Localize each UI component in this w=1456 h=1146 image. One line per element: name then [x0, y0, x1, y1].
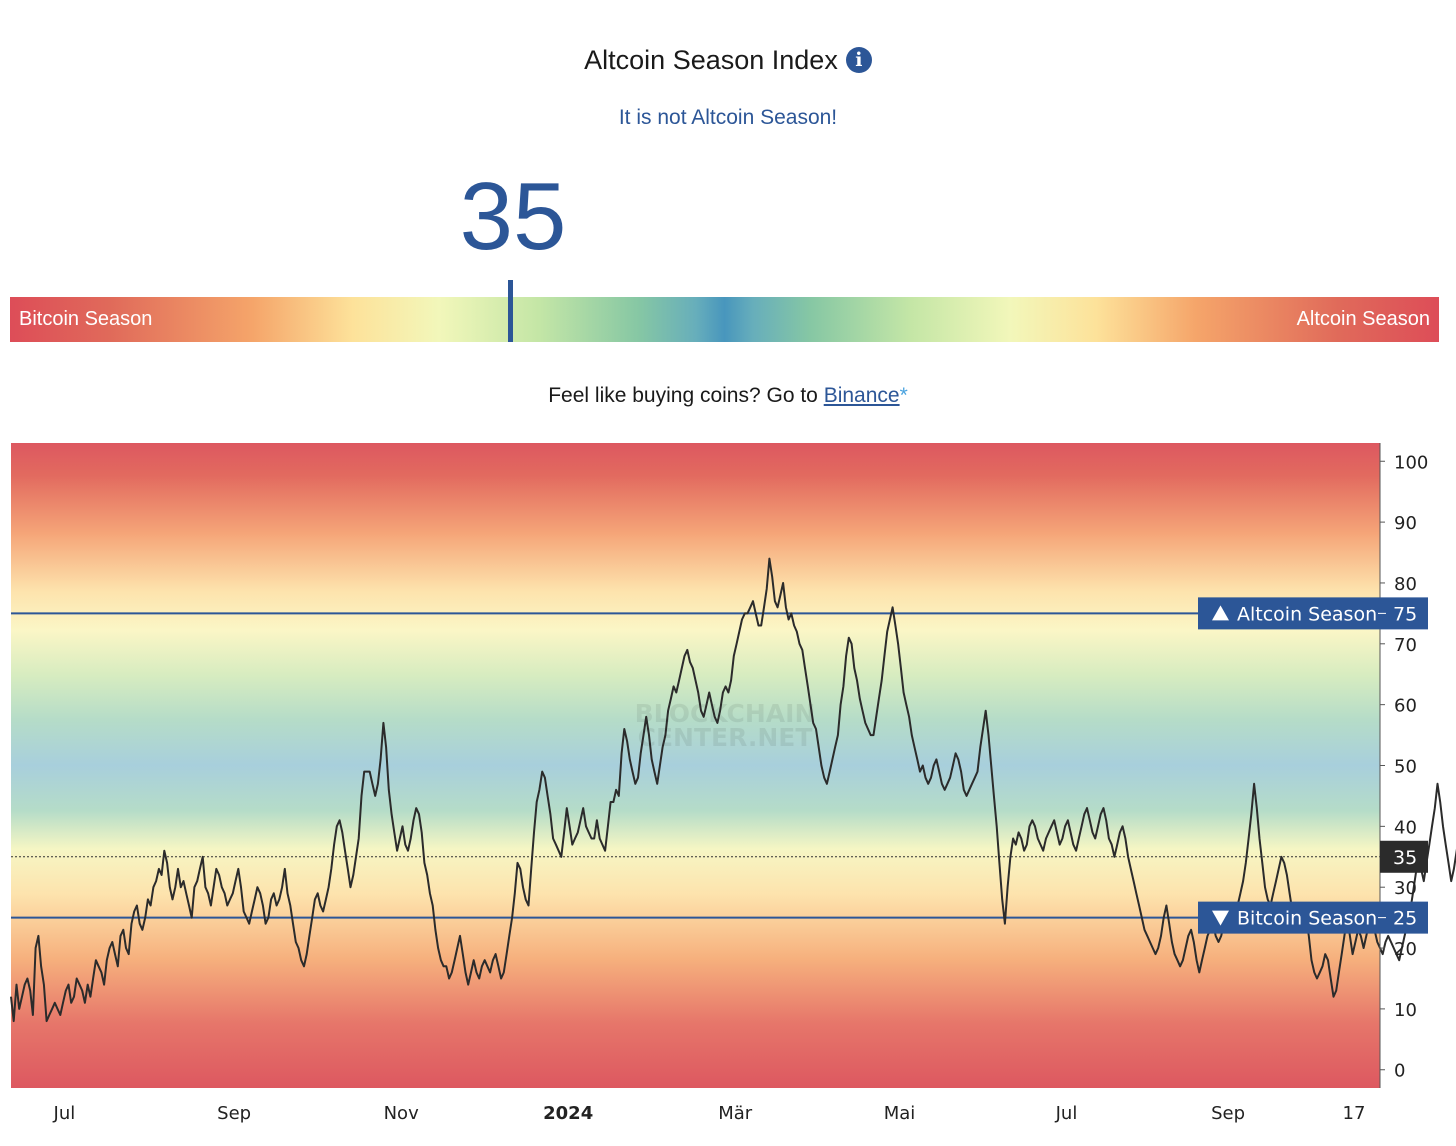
- threshold-tag-label: Bitcoin Season: [1237, 908, 1377, 930]
- x-tick-label: Jul: [1055, 1103, 1078, 1124]
- y-tick-label: 20: [1394, 939, 1417, 960]
- triangle-up-icon: [1212, 605, 1229, 621]
- binance-link[interactable]: Binance: [823, 384, 900, 407]
- current-index-value: 35: [459, 163, 567, 270]
- gauge-label-altcoin-season: Altcoin Season: [1296, 308, 1430, 330]
- threshold-tag-value: 75: [1393, 603, 1417, 625]
- y-tick-label: 100: [1394, 452, 1428, 473]
- y-tick-label: 10: [1394, 1000, 1417, 1021]
- watermark-line-1: BLOCKCHAIN: [635, 699, 816, 728]
- current-value-tag: 35: [1380, 840, 1428, 873]
- promo-text: Feel like buying coins? Go to Binance*: [0, 384, 1456, 408]
- season-gauge: Bitcoin Season Altcoin Season: [10, 280, 1439, 342]
- plot-background: [11, 443, 1380, 1088]
- x-tick-label: 17: [1343, 1103, 1366, 1124]
- threshold-tag-bitcoin-season: Bitcoin Season 25: [1198, 901, 1428, 934]
- x-tick-label: Nov: [384, 1103, 419, 1124]
- y-tick-label: 50: [1394, 757, 1417, 778]
- current-value-tag-label: 35: [1393, 847, 1417, 869]
- threshold-tag-value: 25: [1393, 908, 1417, 930]
- current-value-tag-bg: [1380, 840, 1428, 873]
- y-tick-label: 80: [1394, 574, 1417, 595]
- threshold-tag-bg: [1198, 597, 1428, 630]
- x-tick-label: Jul: [53, 1103, 76, 1124]
- title-text: Altcoin Season Index: [584, 44, 838, 75]
- gauge-label-bitcoin-season: Bitcoin Season: [19, 308, 153, 330]
- y-tick-label: 60: [1394, 696, 1417, 717]
- y-tick-label: 0: [1394, 1061, 1405, 1082]
- gauge-needle: [508, 280, 514, 342]
- y-tick-label: 90: [1394, 513, 1417, 534]
- y-tick-label: 30: [1394, 878, 1417, 899]
- y-tick-label: 40: [1394, 817, 1417, 838]
- x-tick-label: Sep: [217, 1103, 251, 1124]
- triangle-down-icon: [1212, 910, 1229, 926]
- threshold-tag-altcoin-season: Altcoin Season 75: [1198, 597, 1428, 630]
- promo-label: Feel like buying coins? Go to: [548, 384, 824, 407]
- y-tick-label: 70: [1394, 635, 1417, 656]
- x-tick-label: Sep: [1211, 1103, 1245, 1124]
- x-tick-label: 2024: [543, 1103, 593, 1124]
- threshold-tag-label: Altcoin Season: [1237, 603, 1377, 625]
- index-series-line: [10, 557, 1456, 1023]
- info-icon[interactable]: i: [845, 46, 872, 73]
- promo-asterisk: *: [899, 384, 908, 407]
- x-tick-label: Mär: [718, 1103, 753, 1124]
- threshold-tag-bg: [1198, 901, 1428, 934]
- x-tick-label: Mai: [884, 1103, 916, 1124]
- page-title: Altcoin Season Index i: [0, 38, 1456, 80]
- watermark: BLOCKCHAIN CENTER.NET: [635, 699, 816, 752]
- season-status: It is not Altcoin Season!: [618, 106, 838, 129]
